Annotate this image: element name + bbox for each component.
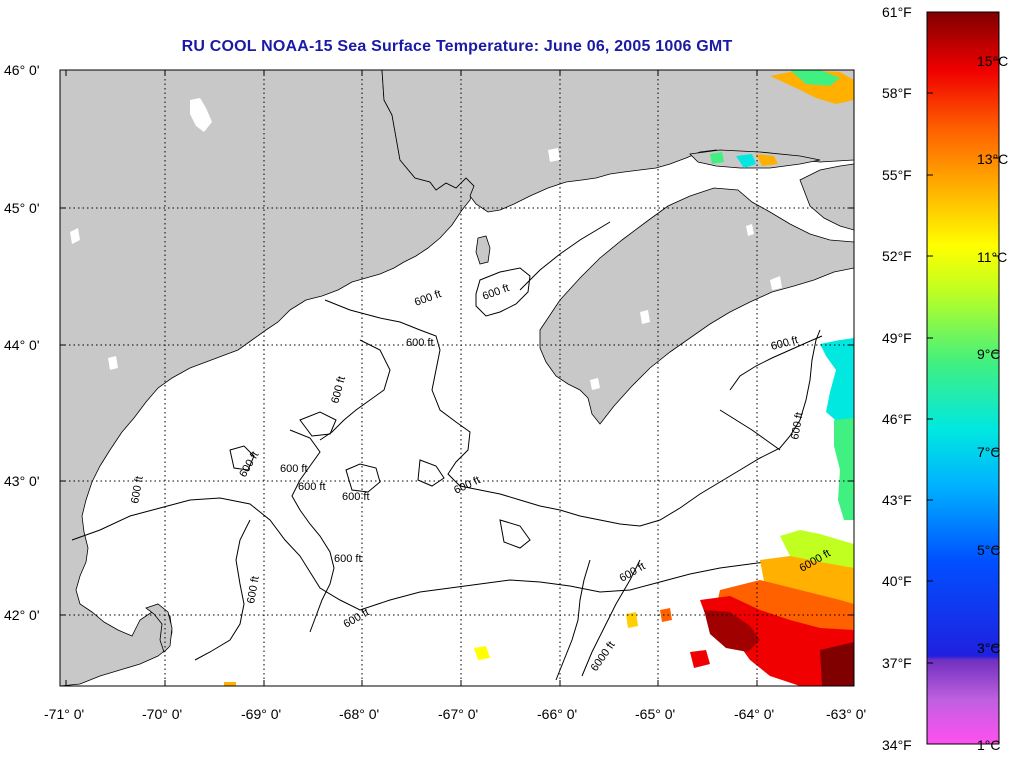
colorbar-f-label: 40°F [882,573,912,589]
lon-label: -68° 0' [339,706,379,722]
contour-label: 600 ft [406,337,434,349]
colorbar-f-label: 58°F [882,85,912,101]
sst-patches [224,70,854,686]
colorbar-f-label: 43°F [882,492,912,508]
colorbar-f-label: 55°F [882,167,912,183]
colorbar-f-label: 46°F [882,411,912,427]
lat-label: 44° 0' [4,337,40,353]
colorbar-c-label: 9°C [977,346,1001,362]
colorbar-f-label: 37°F [882,655,912,671]
colorbar-c-label: 13°C [977,151,1008,167]
lat-label: 46° 0' [4,62,40,78]
lat-label: 45° 0' [4,200,40,216]
lon-label: -63° 0' [826,706,866,722]
colorbar-ticks [927,59,999,664]
lon-label: -65° 0' [635,706,675,722]
colorbar-f-label: 61°F [882,4,912,20]
colorbar-c-label: 1°C [977,737,1001,753]
lon-label: -70° 0' [142,706,182,722]
contour-label: 600 ft [789,411,806,440]
lat-label: 42° 0' [4,607,40,623]
lon-label: -69° 0' [241,706,281,722]
contour-label: 600 ft [129,475,146,504]
lat-label: 43° 0' [4,473,40,489]
colorbar-c-label: 5°C [977,542,1001,558]
bathymetry-contours [71,221,854,681]
contour-label: 600 ft [334,553,362,565]
land-cape-breton [799,163,854,231]
map-frame [59,69,855,687]
land-nova-scotia [539,187,854,425]
lon-label: -66° 0' [537,706,577,722]
contour-label: 600 ft [280,463,308,475]
colorbar-c-label: 7°C [977,444,1001,460]
contour-label: 600 ft [298,481,326,493]
lon-label: -64° 0' [734,706,774,722]
land-grand-manan [475,235,491,265]
colorbar-f-label: 34°F [882,737,912,753]
map-title: RU COOL NOAA-15 Sea Surface Temperature:… [181,38,733,55]
axis-ticks [60,69,855,686]
lon-label: -67° 0' [438,706,478,722]
colorbar-c-label: 3°C [977,640,1001,656]
grid-lines [60,70,854,686]
colorbar-f-label: 52°F [882,248,912,264]
colorbar-c-label: 15°C [977,53,1008,69]
colorbar-f-label: 49°F [882,330,912,346]
lon-label: -71° 0' [44,706,84,722]
colorbar [926,11,1000,745]
contour-label: 600 ft [245,575,262,604]
colorbar-c-label: 11°C [977,249,1007,265]
contour-label: 600 ft [342,491,370,503]
